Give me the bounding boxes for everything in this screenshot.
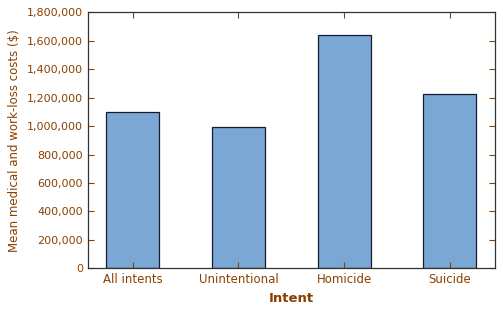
Bar (318, 35, 371, 268)
X-axis label: Intent: Intent (269, 292, 314, 305)
Bar (212, 127, 265, 268)
Bar (106, 112, 159, 268)
Bar (424, 94, 476, 268)
Y-axis label: Mean medical and work-loss costs ($): Mean medical and work-loss costs ($) (9, 29, 21, 252)
